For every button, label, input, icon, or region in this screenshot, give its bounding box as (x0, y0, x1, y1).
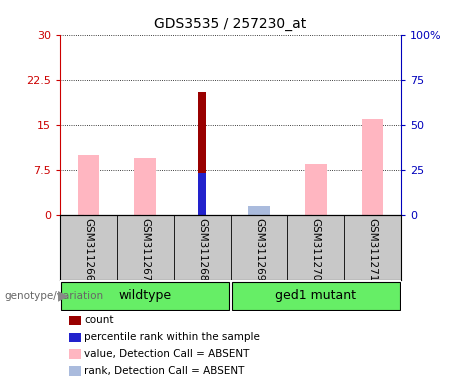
Text: GSM311267: GSM311267 (140, 218, 150, 282)
Text: GSM311269: GSM311269 (254, 218, 264, 282)
Text: GSM311270: GSM311270 (311, 218, 321, 281)
Text: GSM311271: GSM311271 (367, 218, 378, 282)
Text: GSM311268: GSM311268 (197, 218, 207, 282)
Bar (61, 282, 230, 310)
Text: wildtype: wildtype (118, 289, 172, 302)
Bar (248, 206, 270, 215)
Text: GSM311266: GSM311266 (83, 218, 94, 282)
Text: genotype/variation: genotype/variation (5, 291, 104, 301)
Text: rank, Detection Call = ABSENT: rank, Detection Call = ABSENT (84, 366, 245, 376)
Bar (368, 155, 377, 215)
Bar (141, 176, 149, 215)
Bar (135, 158, 156, 215)
Bar (198, 92, 206, 215)
Title: GDS3535 / 257230_at: GDS3535 / 257230_at (154, 17, 307, 31)
Text: count: count (84, 315, 114, 325)
Text: ged1 mutant: ged1 mutant (275, 289, 356, 302)
Bar (77, 155, 99, 215)
Text: value, Detection Call = ABSENT: value, Detection Call = ABSENT (84, 349, 250, 359)
Bar (362, 119, 384, 215)
Bar (198, 173, 206, 215)
Bar (254, 208, 263, 215)
Text: ▶: ▶ (58, 289, 68, 303)
Bar (84, 164, 93, 215)
Bar (305, 164, 326, 215)
Text: percentile rank within the sample: percentile rank within the sample (84, 332, 260, 342)
Bar (312, 176, 320, 215)
Bar (231, 282, 400, 310)
